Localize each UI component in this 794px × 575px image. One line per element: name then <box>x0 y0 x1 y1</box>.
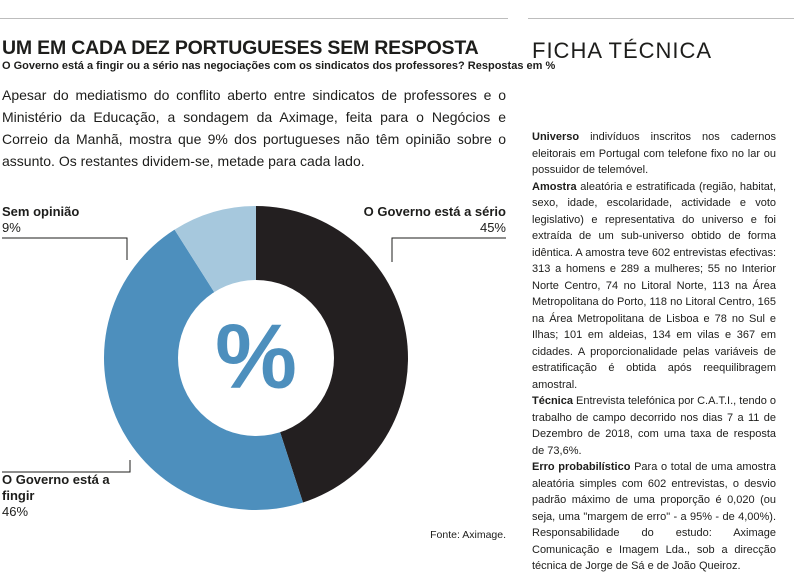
ficha-heading: Técnica <box>532 395 573 407</box>
slice-value: 45% <box>479 220 506 235</box>
ficha-title: FICHA TÉCNICA <box>532 38 713 63</box>
donut-chart: % <box>2 206 506 511</box>
donut-hole <box>178 280 334 436</box>
ficha-text: aleatória e estratificada (região, habit… <box>532 180 776 391</box>
ficha-text: Para o total de uma amostra aleatória si… <box>532 461 776 572</box>
question-subtitle: O Governo está a fingir ou a sério nas n… <box>2 60 556 72</box>
leader-line-fingir <box>2 460 131 473</box>
slice-label-fingir: O Governo está a fingir 46% <box>2 472 112 520</box>
leader-line-sem-opiniao <box>2 237 128 260</box>
slice-label-sem-opiniao: Sem opinião 9% <box>2 204 79 236</box>
ficha-section-tecnica: Técnica Entrevista telefónica por C.A.T.… <box>532 393 776 459</box>
percent-symbol-icon: % <box>215 306 297 408</box>
source-note: Fonte: Aximage. <box>430 529 506 541</box>
top-rule-right <box>528 18 794 19</box>
top-rule-left <box>0 18 508 19</box>
slice-name: Sem opinião <box>2 204 80 219</box>
slice-name: O Governo está a sério <box>363 204 506 219</box>
ficha-section-amostra: Amostra aleatória e estratificada (regiã… <box>532 179 776 394</box>
slice-name: O Governo está a fingir <box>2 472 110 503</box>
slice-value: 9% <box>2 220 21 235</box>
ficha-heading: Erro probabilístico <box>532 461 631 473</box>
ficha-text: indivíduos inscritos nos cadernos eleito… <box>532 131 776 176</box>
leader-lines <box>2 237 506 473</box>
slice-label-serio: O Governo está a sério 45% <box>362 204 506 236</box>
ficha-section-universo: Universo indivíduos inscritos nos cadern… <box>532 129 776 179</box>
ficha-heading: Universo <box>532 131 580 143</box>
headline: UM EM CADA DEZ PORTUGUESES SEM RESPOSTA <box>2 37 479 59</box>
slice-value: 46% <box>2 504 29 519</box>
ficha-section-erro: Erro probabilístico Para o total de uma … <box>532 459 776 575</box>
lead-paragraph: Apesar do mediatismo do conflito aberto … <box>2 87 506 169</box>
ficha-body: Universo indivíduos inscritos nos cadern… <box>532 129 776 575</box>
ficha-text: Entrevista telefónica por C.A.T.I., tend… <box>532 395 776 457</box>
ficha-heading: Amostra <box>532 180 577 193</box>
leader-line-serio <box>391 237 506 262</box>
